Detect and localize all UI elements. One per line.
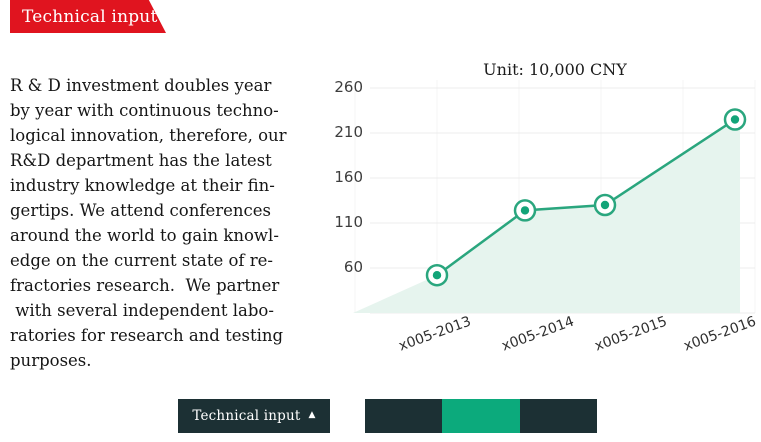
technical-input-toggle-button[interactable]: Technical input ▲: [178, 399, 330, 433]
nav-segment-active[interactable]: [442, 399, 520, 433]
nav-segment[interactable]: [365, 399, 443, 433]
nav-segment[interactable]: [519, 399, 597, 433]
collapse-arrow-icon: ▲: [308, 410, 316, 420]
section-banner: Technical input: [10, 0, 166, 33]
y-tick-label: 160: [334, 168, 363, 186]
y-tick-label: 210: [334, 123, 363, 141]
y-tick-label: 60: [343, 258, 363, 276]
y-tick-label: 110: [334, 213, 363, 231]
chart-svg: [353, 80, 756, 314]
section-nav-bar: [365, 399, 597, 433]
rd-investment-chart: Unit: 10,000 CNY 60 110 160 210 260 x005-2013…: [325, 58, 761, 370]
y-tick-label: 260: [334, 78, 363, 96]
chart-unit-label: Unit: 10,000 CNY: [483, 60, 627, 79]
section-banner-label: Technical input: [22, 6, 158, 27]
article-text: R & D investment doubles year by year wi…: [10, 75, 287, 370]
technical-input-toggle-label: Technical input: [192, 408, 301, 424]
